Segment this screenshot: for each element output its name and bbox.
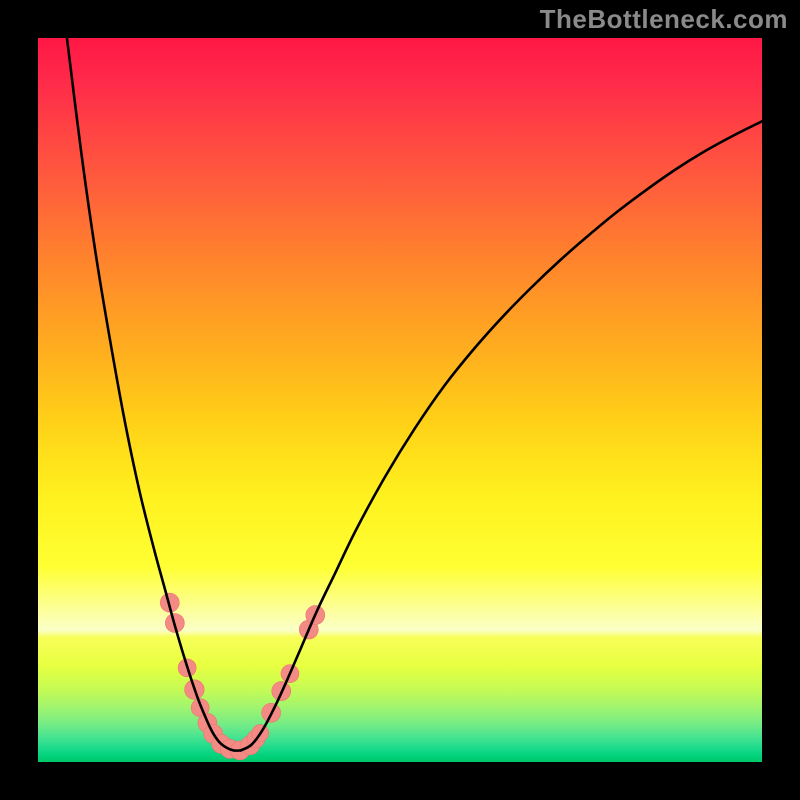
background-gradient: [38, 38, 762, 762]
watermark-text: TheBottleneck.com: [540, 4, 788, 35]
plot-area: [38, 38, 762, 762]
figure-canvas: TheBottleneck.com: [0, 0, 800, 800]
